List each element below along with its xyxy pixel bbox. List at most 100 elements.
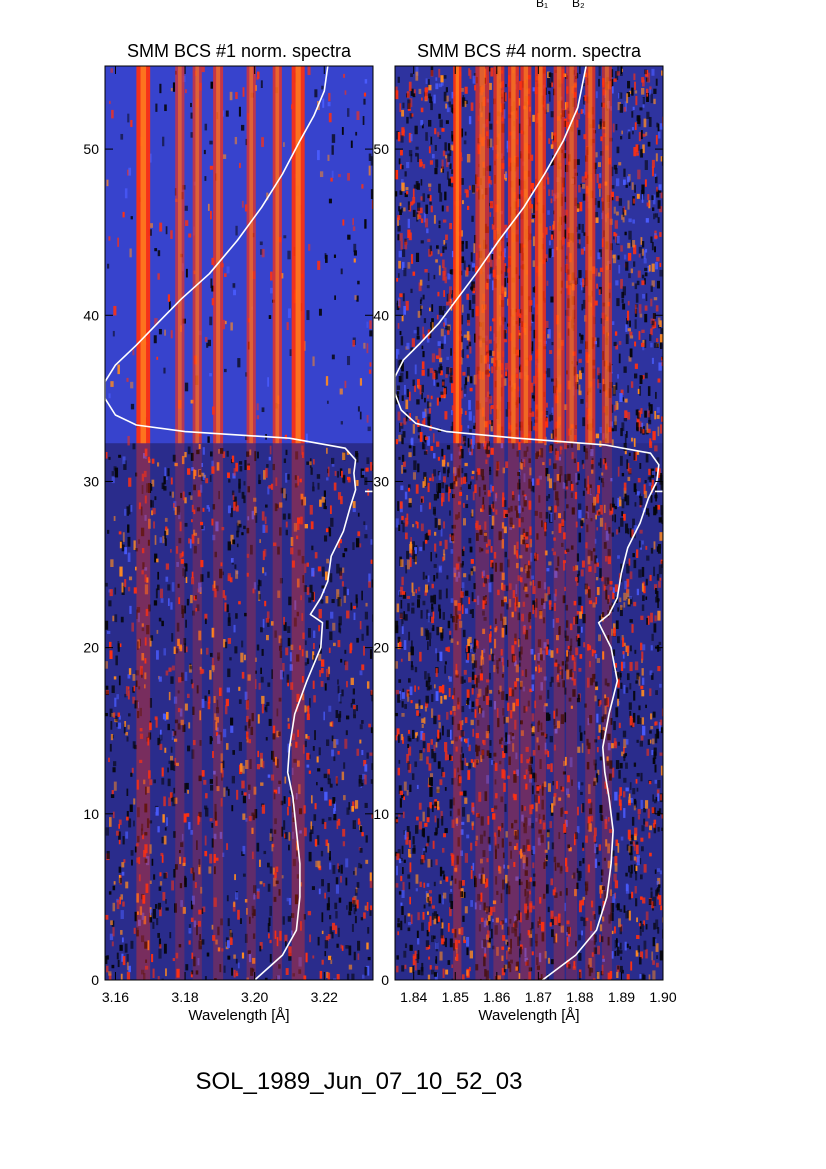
- noise-speck: [622, 179, 626, 185]
- noise-speck: [511, 823, 514, 829]
- noise-speck: [168, 797, 172, 807]
- noise-speck: [304, 662, 308, 666]
- noise-speck: [403, 207, 406, 212]
- noise-speck: [445, 588, 448, 599]
- noise-speck: [398, 422, 401, 432]
- noise-speck: [306, 587, 310, 595]
- noise-speck: [144, 858, 148, 863]
- noise-speck: [645, 452, 649, 463]
- noise-speck: [191, 952, 194, 959]
- noise-speck: [611, 767, 615, 778]
- noise-speck: [188, 233, 192, 238]
- noise-speck: [629, 528, 632, 538]
- noise-speck: [196, 925, 198, 936]
- noise-speck: [415, 731, 419, 736]
- noise-speck: [428, 979, 432, 980]
- noise-speck: [442, 968, 445, 978]
- noise-speck: [244, 898, 248, 903]
- noise-speck: [466, 345, 469, 350]
- noise-speck: [401, 845, 404, 854]
- noise-speck: [647, 194, 650, 200]
- noise-speck: [654, 445, 658, 452]
- noise-speck: [232, 473, 236, 479]
- noise-speck: [611, 428, 614, 432]
- noise-speck: [342, 841, 346, 847]
- noise-speck: [124, 943, 128, 953]
- noise-speck: [216, 727, 219, 732]
- noise-speck: [635, 950, 639, 957]
- noise-speck: [149, 820, 153, 824]
- noise-speck: [333, 739, 337, 749]
- noise-speck: [431, 627, 435, 632]
- noise-speck: [113, 676, 117, 680]
- noise-speck: [282, 916, 285, 925]
- noise-speck: [398, 456, 401, 460]
- noise-speck: [548, 649, 552, 656]
- noise-speck: [553, 710, 556, 719]
- noise-speck: [285, 449, 288, 456]
- noise-speck: [337, 750, 340, 755]
- noise-speck: [250, 967, 254, 976]
- noise-speck: [623, 808, 626, 818]
- noise-speck: [429, 367, 433, 374]
- noise-speck: [540, 722, 543, 731]
- noise-speck: [428, 502, 431, 510]
- noise-speck: [262, 524, 266, 533]
- noise-speck: [625, 184, 628, 188]
- noise-speck: [259, 539, 261, 543]
- noise-speck: [629, 320, 631, 327]
- noise-speck: [370, 539, 373, 545]
- noise-speck: [546, 495, 549, 502]
- noise-speck: [523, 824, 527, 834]
- noise-speck: [408, 452, 412, 458]
- noise-speck: [362, 116, 365, 125]
- noise-speck: [592, 548, 596, 552]
- noise-speck: [143, 470, 147, 478]
- noise-speck: [644, 272, 648, 277]
- noise-speck: [551, 929, 554, 938]
- noise-speck: [633, 601, 637, 607]
- noise-speck: [472, 491, 475, 501]
- noise-speck: [361, 720, 364, 724]
- noise-speck: [404, 238, 407, 245]
- noise-speck: [480, 469, 485, 477]
- noise-speck: [370, 559, 373, 564]
- noise-speck: [515, 664, 519, 673]
- noise-speck: [602, 916, 605, 922]
- noise-speck: [570, 705, 573, 709]
- noise-speck: [415, 589, 418, 594]
- noise-speck: [577, 243, 581, 249]
- noise-speck: [534, 933, 538, 943]
- noise-speck: [647, 265, 650, 273]
- noise-speck: [438, 518, 441, 529]
- noise-speck: [444, 742, 448, 752]
- noise-speck: [334, 925, 338, 934]
- noise-speck: [451, 875, 454, 881]
- noise-speck: [155, 103, 158, 112]
- noise-speck: [186, 693, 190, 699]
- noise-speck: [430, 395, 433, 400]
- noise-speck: [431, 616, 435, 624]
- noise-speck: [469, 387, 473, 392]
- noise-speck: [537, 652, 541, 661]
- noise-speck: [566, 669, 570, 680]
- noise-speck: [312, 481, 315, 488]
- noise-speck: [201, 908, 204, 914]
- noise-speck: [177, 707, 181, 713]
- emission-line-core: [195, 66, 200, 444]
- noise-speck: [220, 753, 223, 762]
- noise-speck: [158, 938, 162, 947]
- noise-speck: [224, 273, 227, 278]
- noise-speck: [269, 866, 273, 874]
- noise-speck: [420, 384, 424, 393]
- noise-speck: [447, 153, 451, 163]
- noise-speck: [312, 459, 315, 465]
- noise-speck: [548, 594, 551, 600]
- noise-speck: [137, 710, 140, 719]
- noise-speck: [317, 150, 320, 161]
- noise-speck: [190, 679, 193, 685]
- noise-speck: [513, 861, 516, 868]
- noise-speck: [318, 625, 321, 632]
- noise-speck: [415, 484, 419, 494]
- noise-speck: [440, 635, 444, 641]
